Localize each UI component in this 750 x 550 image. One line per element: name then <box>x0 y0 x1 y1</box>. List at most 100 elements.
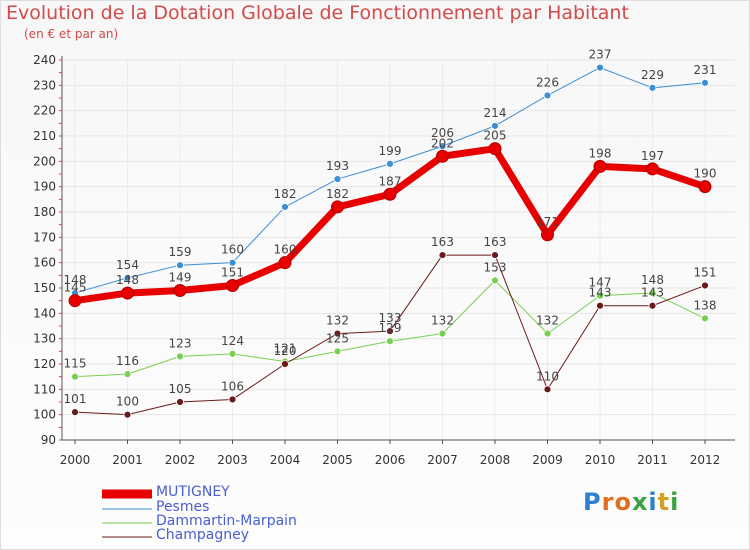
logo-letter: o <box>614 488 632 516</box>
chart-subtitle: (en € et par an) <box>24 27 119 41</box>
legend-swatch <box>102 536 152 538</box>
data-label-dammartin-marpain: 121 <box>274 341 297 355</box>
data-label-champagney: 110 <box>536 369 559 383</box>
x-tick-label: 2009 <box>532 453 563 467</box>
y-tick-label: 170 <box>33 230 56 244</box>
y-tick-label: 190 <box>33 180 56 194</box>
y-tick-label: 100 <box>33 408 56 422</box>
data-label-champagney: 101 <box>64 392 87 406</box>
data-point-dammartin-marpain <box>333 347 342 356</box>
data-point-pesmes <box>123 273 132 282</box>
data-label-pesmes: 160 <box>221 243 244 257</box>
data-point-dammartin-marpain <box>228 349 237 358</box>
data-label-mutigney: 171 <box>536 215 559 229</box>
x-tick-label: 2003 <box>217 453 248 467</box>
logo-letter: i <box>648 488 658 516</box>
data-label-champagney: 143 <box>589 286 612 300</box>
data-label-dammartin-marpain: 138 <box>694 298 717 312</box>
data-point-mutigney <box>541 228 554 242</box>
data-label-mutigney: 182 <box>326 187 349 201</box>
y-tick-label: 220 <box>33 104 56 118</box>
data-label-mutigney: 190 <box>694 167 717 181</box>
data-point-champagney <box>438 251 447 259</box>
data-point-mutigney <box>226 278 239 292</box>
y-tick-label: 120 <box>33 357 56 371</box>
data-point-dammartin-marpain <box>543 329 552 338</box>
y-tick-label: 110 <box>33 382 56 396</box>
data-point-champagney <box>176 398 184 406</box>
y-tick-label: 210 <box>33 129 56 143</box>
y-tick-label: 150 <box>33 281 56 295</box>
data-point-pesmes <box>333 175 342 183</box>
data-label-pesmes: 159 <box>169 245 192 259</box>
data-label-pesmes: 231 <box>694 63 717 77</box>
data-point-dammartin-marpain <box>71 372 79 381</box>
data-point-mutigney <box>383 187 397 201</box>
data-label-pesmes: 148 <box>64 273 87 287</box>
data-label-pesmes: 226 <box>536 75 559 89</box>
y-tick-label: 130 <box>33 332 56 346</box>
data-label-mutigney: 198 <box>589 146 612 160</box>
data-point-dammartin-marpain <box>386 337 394 346</box>
y-tick-label: 240 <box>33 53 56 67</box>
data-point-mutigney <box>68 294 82 308</box>
legend-label: MUTIGNEY <box>156 484 230 500</box>
data-label-pesmes: 237 <box>589 48 612 62</box>
data-point-dammartin-marpain <box>648 289 657 297</box>
data-point-mutigney <box>436 149 449 163</box>
data-label-champagney: 105 <box>169 382 192 396</box>
data-point-dammartin-marpain <box>176 352 184 361</box>
data-label-champagney: 151 <box>694 265 717 279</box>
data-label-dammartin-marpain: 132 <box>431 314 454 328</box>
legend-swatch <box>102 489 152 499</box>
data-point-mutigney <box>488 142 502 156</box>
y-tick-label: 90 <box>41 433 56 447</box>
data-point-mutigney <box>593 159 607 173</box>
proxiti-logo: Proxiti <box>583 488 679 516</box>
data-point-mutigney <box>278 256 292 270</box>
data-label-dammartin-marpain: 132 <box>536 314 559 328</box>
data-point-pesmes <box>491 121 499 130</box>
data-label-mutigney: 148 <box>116 273 139 287</box>
legend-label: Dammartin-Marpain <box>156 513 297 529</box>
data-label-dammartin-marpain: 125 <box>326 331 349 345</box>
data-point-champagney <box>648 301 657 310</box>
data-point-mutigney <box>121 286 134 300</box>
data-label-pesmes: 206 <box>431 126 454 140</box>
y-tick-label: 180 <box>33 205 56 219</box>
data-point-champagney <box>386 327 394 335</box>
data-label-dammartin-marpain: 153 <box>484 260 507 274</box>
data-point-champagney <box>281 360 289 368</box>
x-tick-label: 2000 <box>60 453 91 467</box>
data-point-pesmes <box>648 83 657 92</box>
data-point-mutigney <box>173 284 187 298</box>
x-tick-label: 2007 <box>427 453 458 467</box>
data-point-champagney <box>228 395 237 404</box>
y-tick-label: 160 <box>33 256 56 270</box>
data-label-dammartin-marpain: 116 <box>116 354 139 368</box>
data-point-champagney <box>701 281 709 290</box>
data-label-mutigney: 187 <box>379 174 402 188</box>
data-point-pesmes <box>701 78 709 87</box>
data-label-champagney: 132 <box>326 314 349 328</box>
data-label-pesmes: 214 <box>484 106 507 120</box>
x-tick-label: 2012 <box>690 453 721 467</box>
data-label-mutigney: 197 <box>641 149 664 163</box>
data-label-mutigney: 145 <box>64 281 87 295</box>
data-label-champagney: 106 <box>221 379 244 393</box>
data-label-mutigney: 149 <box>169 271 192 285</box>
data-label-dammartin-marpain: 147 <box>589 276 612 290</box>
data-label-dammartin-marpain: 123 <box>169 336 192 350</box>
data-label-dammartin-marpain: 148 <box>641 273 664 287</box>
data-point-dammartin-marpain <box>491 276 499 285</box>
data-point-pesmes <box>596 63 604 72</box>
data-label-champagney: 163 <box>484 235 507 249</box>
x-tick-label: 2011 <box>637 453 668 467</box>
data-point-dammartin-marpain <box>596 291 604 300</box>
data-point-mutigney <box>331 200 344 214</box>
logo-letter: t <box>657 488 671 516</box>
data-label-pesmes: 199 <box>379 144 402 158</box>
x-tick-label: 2010 <box>585 453 616 467</box>
data-point-pesmes <box>543 91 552 100</box>
